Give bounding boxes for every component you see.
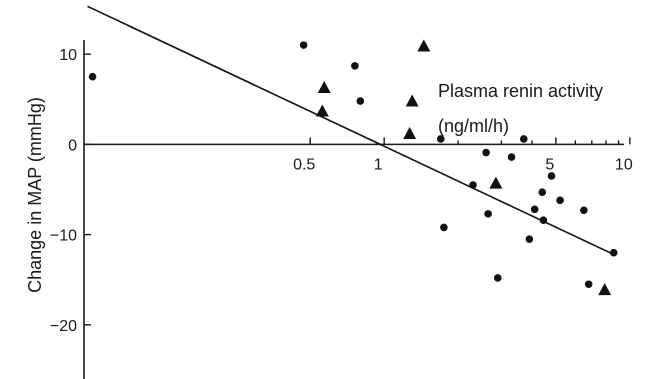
data-point-circle	[436, 135, 445, 143]
data-point-circle	[538, 188, 547, 197]
data-point-circle	[440, 223, 448, 232]
y-tick-label: −10	[50, 228, 77, 245]
x-ticks: 0.5 1 5 10	[293, 137, 633, 173]
data-points	[88, 39, 618, 296]
data-point-circle	[351, 62, 359, 70]
y-tick-label: 0	[68, 137, 77, 154]
y-axis-title: Change in MAP (mmHg)	[25, 97, 45, 293]
data-point-triangle	[315, 104, 329, 117]
x-axis-title: Plasma renin activity	[438, 81, 603, 101]
x-tick-label: 10	[615, 156, 633, 173]
data-point-circle	[519, 135, 528, 143]
data-point-circle	[88, 72, 97, 81]
data-point-circle	[299, 41, 308, 49]
data-point-circle	[609, 248, 618, 257]
data-point-triangle	[403, 127, 417, 140]
y-ticks: 10 0 −10 −20	[50, 47, 91, 335]
data-point-circle	[484, 210, 492, 218]
data-point-circle	[530, 205, 539, 214]
data-point-circle	[580, 206, 588, 215]
y-tick-label: 10	[59, 47, 77, 64]
data-point-triangle	[598, 283, 612, 296]
data-point-triangle	[317, 80, 331, 93]
x-axis-unit: (ng/ml/h)	[438, 116, 509, 136]
data-point-circle	[584, 280, 593, 289]
data-point-circle	[493, 274, 502, 282]
data-point-circle	[356, 97, 365, 105]
data-point-triangle	[405, 94, 419, 107]
data-point-triangle	[489, 176, 503, 189]
y-tick-label: −20	[50, 318, 77, 335]
x-tick-label: 0.5	[293, 156, 315, 173]
data-point-circle	[525, 235, 534, 243]
x-tick-label: 5	[545, 156, 554, 173]
regression-line	[87, 5, 615, 256]
data-point-triangle	[417, 39, 431, 52]
data-point-circle	[556, 196, 564, 205]
data-point-circle	[547, 172, 556, 180]
data-point-circle	[482, 148, 490, 157]
data-point-circle	[507, 153, 516, 161]
x-tick-label: 1	[374, 156, 383, 173]
